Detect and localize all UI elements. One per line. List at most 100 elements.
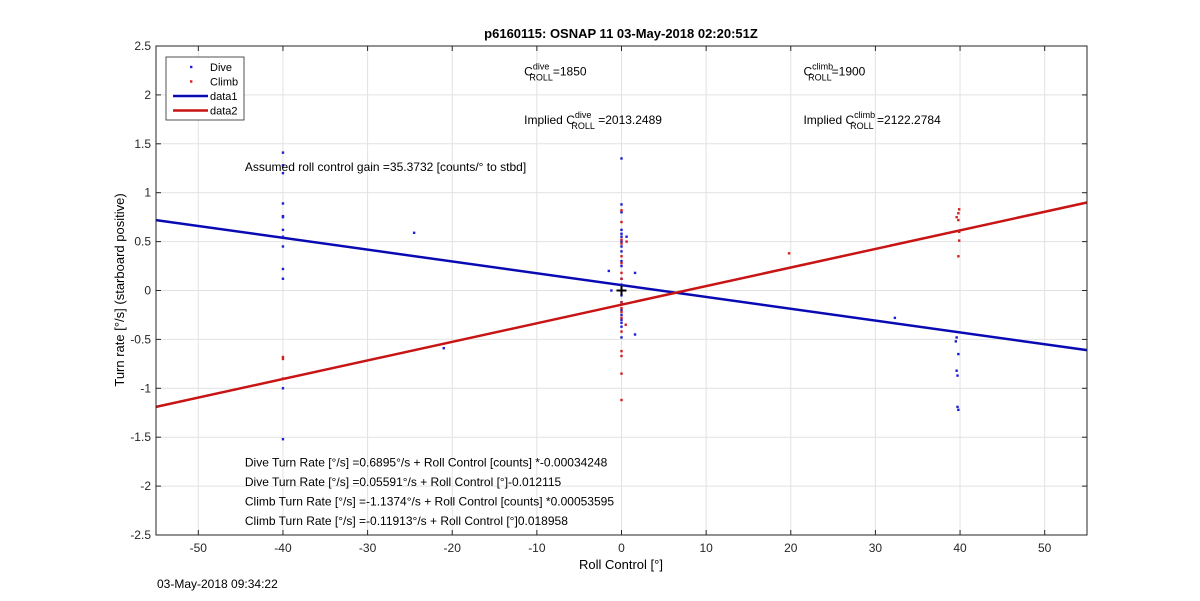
legend-label: data1 bbox=[210, 91, 238, 103]
data-point-dive bbox=[412, 231, 416, 234]
data-point-climb bbox=[957, 255, 960, 258]
data-point-dive bbox=[620, 308, 623, 312]
data-point-climb bbox=[620, 277, 623, 280]
data-point-climb bbox=[620, 301, 623, 304]
origin-marker bbox=[616, 285, 627, 296]
data-point-dive bbox=[620, 235, 623, 238]
data-point-dive bbox=[955, 336, 958, 339]
x-tick-label: -10 bbox=[528, 541, 546, 555]
x-tick-label: 20 bbox=[784, 541, 798, 555]
x-tick-label: -50 bbox=[190, 541, 208, 555]
data-point-dive bbox=[954, 340, 958, 343]
data-point-dive bbox=[620, 157, 623, 160]
y-axis-label: Turn rate [°/s] (starboard positive) bbox=[112, 193, 127, 386]
y-tick-label: 0 bbox=[144, 284, 151, 298]
chart-title: p6160115: OSNAP 11 03-May-2018 02:20:51Z bbox=[484, 26, 758, 41]
data-point-dive bbox=[620, 245, 623, 248]
data-point-dive bbox=[893, 316, 897, 320]
x-tick-label: -30 bbox=[359, 541, 377, 555]
y-tick-label: -2 bbox=[140, 479, 151, 493]
data-point-dive bbox=[620, 203, 623, 206]
y-tick-label: 2 bbox=[144, 88, 151, 102]
legend: Dive Climb data1 data2 bbox=[165, 56, 245, 121]
data-point-dive bbox=[620, 313, 623, 317]
series-line-data2 bbox=[155, 201, 1088, 409]
legend-label: Climb bbox=[210, 77, 238, 89]
data-point-dive bbox=[620, 264, 623, 268]
annotation-eq3: Climb Turn Rate [°/s] =-1.1374°/s + Roll… bbox=[245, 495, 614, 509]
figure-timestamp: 03-May-2018 09:34:22 bbox=[157, 577, 278, 591]
data-point-climb bbox=[620, 349, 623, 353]
data-point-climb bbox=[624, 323, 627, 326]
y-tick-label: 2.5 bbox=[134, 39, 151, 53]
y-tick-label: -2.5 bbox=[130, 528, 151, 542]
data-point-climb bbox=[620, 306, 623, 310]
data-point-climb bbox=[281, 377, 285, 380]
data-point-dive bbox=[281, 228, 285, 232]
data-point-dive bbox=[625, 235, 628, 238]
legend-label: data2 bbox=[210, 106, 238, 118]
data-point-climb bbox=[620, 220, 623, 224]
data-point-dive bbox=[281, 245, 285, 248]
data-point-climb bbox=[620, 209, 623, 212]
data-point-dive bbox=[620, 240, 623, 243]
data-point-climb bbox=[957, 212, 960, 215]
legend-label: Dive bbox=[210, 62, 232, 74]
data-point-climb bbox=[955, 215, 958, 219]
x-tick-label: 10 bbox=[699, 541, 713, 555]
data-point-dive bbox=[633, 271, 637, 275]
data-point-climb bbox=[620, 271, 623, 275]
annotation-cdive: Cdive ROLL=1850 bbox=[524, 61, 587, 82]
data-point-climb bbox=[620, 238, 623, 241]
data-point-dive bbox=[633, 333, 637, 336]
data-point-dive bbox=[620, 250, 623, 253]
data-point-dive bbox=[281, 151, 285, 154]
y-tick-label: -0.5 bbox=[130, 332, 151, 346]
data-point-climb bbox=[620, 242, 623, 245]
y-tick-label: 0.5 bbox=[134, 235, 151, 249]
data-point-dive bbox=[607, 269, 611, 273]
annotation-eq1: Dive Turn Rate [°/s] =0.6895°/s + Roll C… bbox=[245, 456, 608, 470]
data-point-dive bbox=[281, 215, 285, 219]
data-point-climb bbox=[620, 330, 623, 333]
data-point-climb bbox=[620, 372, 623, 375]
x-axis-label: Roll Control [°] bbox=[579, 557, 663, 572]
y-tick-label: -1 bbox=[140, 381, 151, 395]
x-tick-label: -40 bbox=[274, 541, 292, 555]
axis-ticks: -50 -40 -30 -20 -10 0 10 20 30 40 50-2.5-2-1.5-1-0… bbox=[130, 39, 1087, 555]
x-tick-label: 40 bbox=[953, 541, 967, 555]
data-point-dive bbox=[620, 211, 623, 214]
annotations: Cdive ROLL=1850 Cclimb ROLL=1900 Implied Cdi… bbox=[245, 61, 941, 528]
data-point-climb bbox=[620, 354, 623, 358]
data-points bbox=[281, 151, 961, 441]
data-point-dive bbox=[281, 437, 285, 441]
data-point-climb bbox=[957, 218, 960, 222]
data-point-dive bbox=[620, 228, 623, 232]
data-point-dive bbox=[620, 283, 623, 286]
annotation-implied-climb: Implied Cclimb ROLL =2122.2784 bbox=[803, 110, 941, 131]
data-point-climb bbox=[281, 355, 285, 359]
y-tick-label: 1.5 bbox=[134, 137, 151, 151]
data-point-climb bbox=[281, 357, 285, 361]
x-tick-label: -20 bbox=[444, 541, 462, 555]
data-point-dive bbox=[956, 405, 959, 409]
data-point-climb bbox=[620, 316, 623, 320]
data-point-climb bbox=[957, 239, 961, 242]
data-point-dive bbox=[956, 374, 959, 377]
data-point-climb bbox=[620, 310, 623, 314]
y-tick-label: -1.5 bbox=[130, 430, 151, 444]
x-tick-label: 30 bbox=[869, 541, 883, 555]
annotation-gain: Assumed roll control gain =35.3732 [coun… bbox=[245, 160, 526, 174]
data-point-dive bbox=[281, 171, 285, 175]
data-point-dive bbox=[955, 369, 958, 372]
data-point-climb bbox=[625, 240, 628, 243]
data-point-dive bbox=[957, 352, 960, 356]
data-point-dive bbox=[281, 387, 285, 390]
data-point-climb bbox=[620, 398, 623, 402]
data-point-dive bbox=[281, 202, 285, 205]
data-point-climb bbox=[787, 252, 791, 255]
data-point-dive bbox=[620, 325, 623, 328]
data-point-climb bbox=[620, 255, 623, 258]
data-point-climb bbox=[620, 261, 623, 265]
